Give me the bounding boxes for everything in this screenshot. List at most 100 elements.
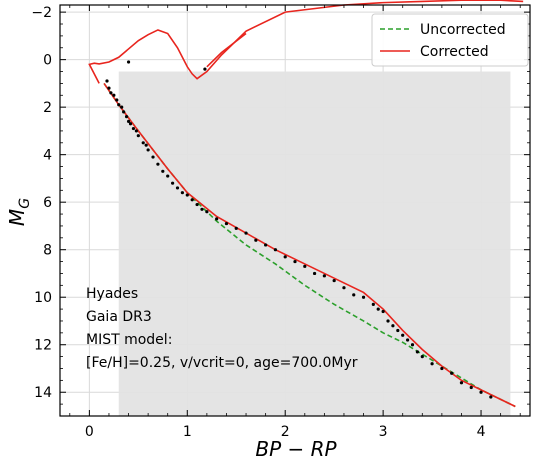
legend-label-corrected: Corrected xyxy=(420,44,489,60)
x-tick-label: 3 xyxy=(379,424,388,440)
data-point xyxy=(293,259,297,264)
data-point xyxy=(371,302,375,306)
data-point xyxy=(200,207,204,211)
data-point xyxy=(180,191,184,195)
data-points xyxy=(105,60,493,399)
data-point xyxy=(406,338,410,342)
data-point xyxy=(332,278,336,283)
legend-box xyxy=(371,13,529,67)
data-point xyxy=(122,110,126,114)
data-point xyxy=(450,371,454,375)
annotation-line-4: [Fe/H]=0.25, v/vcrit=0, age=700.0Myr xyxy=(86,355,358,371)
data-point xyxy=(254,238,258,242)
x-tick-label: 2 xyxy=(281,424,290,440)
data-point xyxy=(126,60,131,64)
data-point xyxy=(396,328,400,333)
data-point xyxy=(391,324,395,328)
y-tick-label: 0 xyxy=(43,53,52,69)
data-point xyxy=(107,86,111,90)
data-point xyxy=(303,264,307,268)
data-point xyxy=(171,181,175,185)
y-tick-label: 8 xyxy=(43,243,52,259)
y-axis-label-main: M xyxy=(5,209,29,226)
y-tick-label: 2 xyxy=(43,100,52,116)
data-point xyxy=(459,381,464,385)
data-point xyxy=(312,271,317,276)
data-point xyxy=(112,93,116,97)
y-axis-label: MG xyxy=(5,198,33,226)
y-axis-label-sub: G xyxy=(17,198,33,209)
data-point xyxy=(386,319,390,323)
series-line-corrected xyxy=(103,82,516,408)
data-point xyxy=(205,210,209,214)
data-point xyxy=(161,169,165,173)
data-point xyxy=(105,79,109,83)
data-point xyxy=(322,274,326,278)
data-point xyxy=(352,293,356,297)
data-point xyxy=(224,221,229,226)
data-point xyxy=(215,217,219,221)
series-line-corrected-upper xyxy=(88,0,524,84)
data-point xyxy=(469,385,473,390)
y-tick-label: 10 xyxy=(34,290,52,306)
data-point xyxy=(141,141,145,145)
legend-label-uncorrected: Uncorrected xyxy=(420,22,506,38)
data-point xyxy=(415,350,419,354)
data-point xyxy=(120,105,124,109)
data-point xyxy=(381,309,385,314)
data-point xyxy=(489,395,493,399)
data-point xyxy=(244,231,248,235)
data-point xyxy=(175,186,180,190)
data-point xyxy=(109,91,113,95)
x-tick-label: 4 xyxy=(477,424,486,440)
data-point xyxy=(124,115,129,119)
data-point xyxy=(166,174,170,178)
annotation: Hyades Gaia DR3 MIST model: [Fe/H]=0.25,… xyxy=(86,286,358,371)
series-layer xyxy=(88,0,524,408)
data-point xyxy=(151,155,155,159)
data-point xyxy=(401,333,405,337)
data-point xyxy=(234,226,238,230)
data-point xyxy=(361,295,366,299)
annotation-line-2: Gaia DR3 xyxy=(86,309,152,325)
data-point xyxy=(156,162,160,166)
data-point xyxy=(117,103,121,107)
data-point xyxy=(128,122,133,126)
data-point xyxy=(264,243,268,247)
y-tick-label: 6 xyxy=(43,195,52,211)
data-point xyxy=(342,286,346,290)
annotation-line-3: MIST model: xyxy=(86,332,172,348)
plot-frame xyxy=(59,4,531,417)
data-point xyxy=(131,126,136,131)
data-point xyxy=(376,307,380,311)
data-point xyxy=(126,119,131,124)
y-tick-label: 4 xyxy=(43,148,52,164)
y-tick-label: 12 xyxy=(34,338,52,354)
data-point xyxy=(440,366,444,371)
y-tick-label: −2 xyxy=(31,5,52,21)
series-line-corrected-branch xyxy=(206,32,247,68)
data-point xyxy=(273,248,278,252)
data-point xyxy=(146,148,150,152)
x-tick-label: 1 xyxy=(183,424,192,440)
data-point xyxy=(190,198,194,202)
data-point xyxy=(479,390,483,394)
y-tick-label: 14 xyxy=(34,385,52,401)
data-point xyxy=(420,355,424,359)
data-point xyxy=(430,362,434,366)
data-point xyxy=(283,255,287,259)
data-point xyxy=(203,67,207,71)
x-tick-label: 0 xyxy=(85,424,94,440)
shaded-region xyxy=(118,71,511,416)
x-axis-label: BP − RP xyxy=(255,437,337,461)
data-point xyxy=(144,143,148,147)
legend: Uncorrected Corrected xyxy=(371,13,529,67)
data-point xyxy=(134,129,138,133)
annotation-line-1: Hyades xyxy=(86,286,138,302)
data-point xyxy=(136,134,140,138)
data-point xyxy=(185,193,189,197)
data-point xyxy=(115,98,119,102)
data-point xyxy=(410,343,415,347)
